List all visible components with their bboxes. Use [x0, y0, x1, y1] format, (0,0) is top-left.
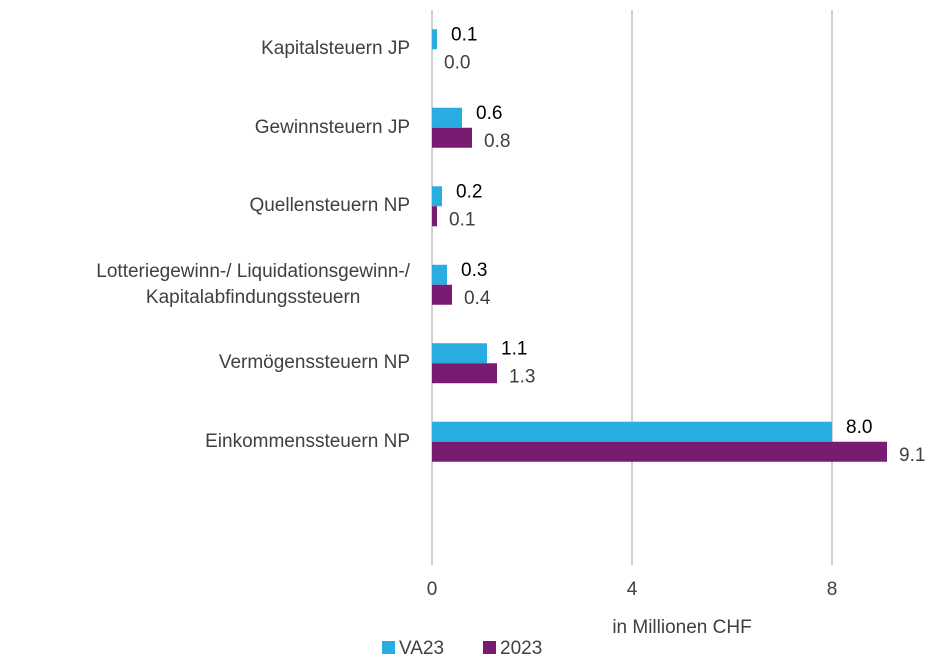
legend-label: VA23	[399, 638, 444, 659]
data-label: 1.3	[509, 366, 535, 387]
data-label: 1.1	[501, 338, 527, 359]
bar	[432, 343, 487, 364]
data-label: 0.3	[461, 260, 487, 281]
bar	[432, 186, 442, 207]
y-tick-label: Vermögenssteuern NP	[218, 352, 410, 374]
x-tick-label: 4	[627, 579, 638, 600]
bar	[432, 441, 887, 462]
data-label: 9.1	[899, 445, 925, 466]
data-label: 0.4	[464, 288, 491, 309]
y-tick-label: Lotteriegewinn-/ Liquidationsgewinn-/ Ka…	[96, 260, 410, 308]
legend-swatch	[483, 641, 496, 654]
bar	[432, 206, 437, 227]
x-axis-title: in Millionen CHF	[612, 617, 751, 638]
data-label: 0.8	[484, 131, 510, 152]
data-label: 0.6	[476, 103, 502, 124]
data-label: 8.0	[846, 417, 872, 438]
y-tick-label: Einkommenssteuern NP	[205, 430, 410, 452]
bar	[432, 421, 832, 442]
y-tick-label: Quellensteuern NP	[249, 195, 410, 217]
data-label: 0.1	[449, 209, 475, 230]
x-tick-label: 8	[827, 579, 838, 600]
x-tick-label: 0	[427, 579, 438, 600]
bar	[432, 127, 472, 148]
bar	[432, 264, 447, 285]
bar	[432, 284, 452, 305]
y-tick-label: Kapitalsteuern JP	[261, 38, 410, 60]
data-label: 0.0	[444, 52, 470, 73]
bar	[432, 363, 497, 384]
legend-swatch	[382, 641, 395, 654]
data-label: 0.2	[456, 181, 482, 202]
legend-label: 2023	[500, 638, 542, 659]
bar	[432, 107, 462, 128]
data-label: 0.1	[451, 24, 477, 45]
y-tick-label: Gewinnsteuern JP	[254, 116, 410, 138]
bar	[432, 29, 437, 50]
